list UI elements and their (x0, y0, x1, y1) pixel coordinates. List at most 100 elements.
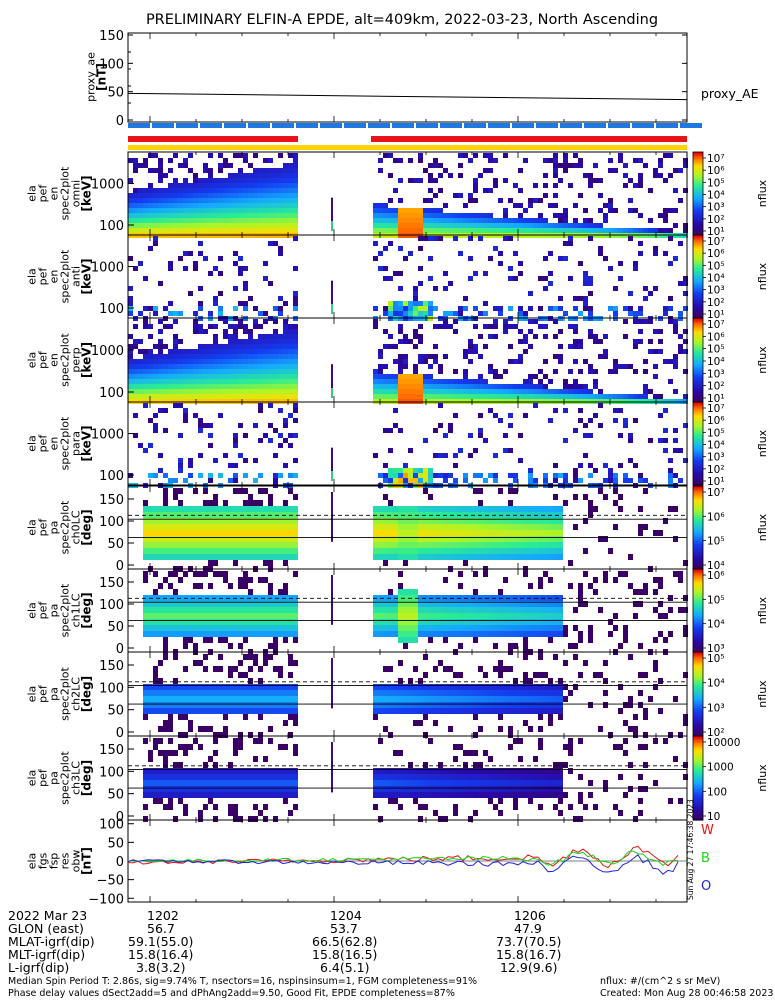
energy-panel-para-pixel (488, 473, 493, 478)
energy-panel-omni-pixel (428, 198, 433, 203)
energy-panel-omni-pixel (433, 208, 438, 213)
pitch-panel-1-pixel (193, 601, 198, 607)
energy-panel-omni-pixel (473, 178, 478, 183)
energy-panel-perp-pixel (408, 394, 413, 399)
pitch-panel-0-pixel (143, 500, 148, 506)
energy-panel-perp-pixel (453, 389, 458, 394)
energy-panel-omni-pixel (448, 218, 453, 223)
pitch-panel-2-pixel (473, 732, 478, 738)
energy-panel-omni-pixel (593, 178, 598, 183)
pitch-panel-1-pixel (153, 619, 158, 625)
energy-panel-perp-pixel (518, 359, 523, 364)
energy-panel-omni-pixel (258, 193, 263, 198)
energy-panel-omni-pixel (588, 218, 593, 223)
energy-panel-anti-colorbar-swatch (693, 313, 703, 316)
energy-panel-omni-pixel (378, 223, 383, 228)
pitch-panel-1-pixel (223, 637, 228, 643)
energy-panel-perp-pixel (593, 384, 598, 389)
pitch-panel-2-pixel (288, 702, 293, 708)
pitch-panel-2-pixel (453, 708, 458, 714)
pitch-panel-0-colorbar-swatch (693, 534, 703, 537)
pitch-panel-0-pixel (198, 554, 203, 560)
energy-panel-perp-pixel (413, 364, 418, 369)
energy-panel-omni-pixel (193, 228, 198, 233)
pitch-panel-1-pixel (148, 625, 153, 631)
energy-panel-omni-pixel (268, 223, 273, 228)
energy-panel-omni-pixel (268, 228, 273, 233)
pitch-panel-0-pixel (473, 554, 478, 560)
energy-panel-perp-pixel (588, 364, 593, 369)
pitch-panel-2-colorbar-swatch (693, 710, 703, 713)
pitch-panel-0-pixel (208, 500, 213, 506)
pitch-panel-2-pixel (288, 690, 293, 696)
energy-panel-para-ylabel-line: ela (26, 435, 39, 452)
pitch-panel-0-pixel (243, 530, 248, 536)
energy-panel-anti-pixel (578, 296, 583, 301)
blue-segment (560, 123, 582, 128)
energy-panel-omni-pixel (543, 228, 548, 233)
pitch-panel-1-pixel (418, 619, 423, 625)
pitch-panel-2-pixel (288, 732, 293, 738)
energy-panel-anti-pixel (628, 236, 633, 241)
pitch-panel-0-pixel (193, 542, 198, 548)
pitch-panel-0-colorbar-swatch (693, 527, 703, 530)
energy-panel-perp-pixel (518, 339, 523, 344)
energy-panel-perp-pixel (273, 364, 278, 369)
proxy-ytick-label: 50 (107, 86, 124, 101)
pitch-panel-1-pixel (623, 631, 628, 637)
energy-panel-anti-column-core (331, 304, 333, 314)
pitch-panel-2-pixel (573, 684, 578, 690)
pitch-panel-1-pixel (393, 631, 398, 637)
energy-panel-omni-pixel (398, 228, 403, 233)
pitch-panel-0-pixel (238, 536, 243, 542)
pitch-panel-1-pixel (208, 607, 213, 613)
pitch-panel-0-pixel (268, 560, 273, 566)
energy-panel-perp-pixel (433, 379, 438, 384)
pitch-panel-1-pixel (213, 619, 218, 625)
energy-panel-para-pixel (423, 473, 428, 478)
pitch-panel-2-pixel (438, 690, 443, 696)
energy-panel-omni-pixel (453, 193, 458, 198)
pitch-panel-0-pixel (408, 554, 413, 560)
energy-panel-omni-pixel (133, 218, 138, 223)
energy-panel-perp-colorbar-swatch (693, 374, 703, 376)
pitch-panel-1-pixel (473, 571, 478, 577)
energy-panel-omni-pixel (513, 203, 518, 208)
energy-panel-para-pixel (613, 418, 618, 423)
energy-panel-anti-colorbar-swatch (693, 298, 703, 301)
pitch-panel-0-pixel (428, 536, 433, 542)
energy-panel-anti-pixel (168, 266, 173, 271)
energy-panel-anti-pixel (668, 306, 673, 311)
pitch-panel-1-pixel (398, 619, 403, 625)
pitch-panel-0-pixel (278, 512, 283, 518)
pitch-panel-2-pixel (423, 708, 428, 714)
energy-panel-para-colorbar-swatch (693, 433, 703, 436)
pitch-panel-2-pixel (183, 714, 188, 720)
energy-panel-anti-pixel (413, 286, 418, 291)
energy-panel-omni-pixel (388, 218, 393, 223)
energy-panel-anti-pixel (243, 286, 248, 291)
energy-panel-anti-pixel (428, 276, 433, 281)
pitch-panel-0-pixel (268, 506, 273, 512)
pitch-panel-2-pixel (423, 714, 428, 720)
pitch-panel-2-pixel (478, 684, 483, 690)
pitch-panel-1-pixel (558, 595, 563, 601)
energy-panel-omni-pixel (418, 178, 423, 183)
pitch-panel-1-pixel (373, 619, 378, 625)
energy-panel-omni-pixel (158, 208, 163, 213)
energy-panel-omni-pixel (648, 188, 653, 193)
energy-panel-perp-pixel (283, 389, 288, 394)
pitch-panel-1-pixel (498, 619, 503, 625)
energy-panel-anti-pixel (408, 251, 413, 256)
energy-panel-perp-pixel (288, 339, 293, 344)
pitch-panel-0-pixel (548, 518, 553, 524)
pitch-panel-0-pixel (228, 542, 233, 548)
energy-panel-perp-pixel (413, 344, 418, 349)
pitch-panel-1-pixel (548, 601, 553, 607)
pitch-panel-1-pixel (458, 571, 463, 577)
pitch-panel-0-pixel (288, 488, 293, 494)
energy-panel-omni-colorbar-tick-label: 10⁴ (707, 190, 725, 202)
pitch-panel-2-colorbar-swatch (693, 652, 703, 654)
energy-panel-perp-pixel (233, 329, 238, 334)
pitch-panel-2-pixel (468, 708, 473, 714)
